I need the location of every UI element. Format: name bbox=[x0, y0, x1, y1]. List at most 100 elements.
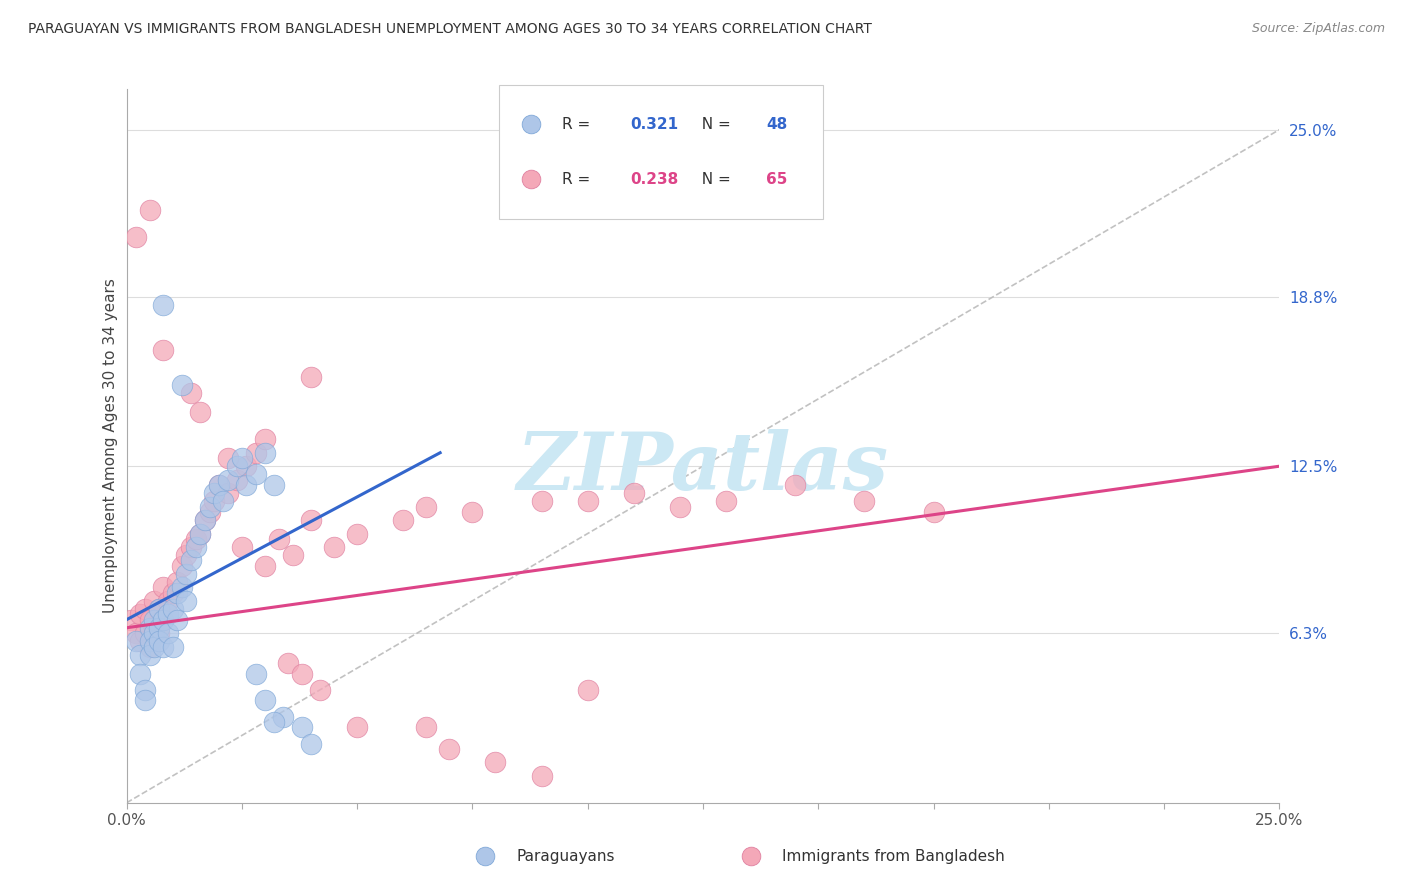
Point bbox=[129, 666, 152, 681]
Point bbox=[202, 494, 225, 508]
Text: Immigrants from Bangladesh: Immigrants from Bangladesh bbox=[783, 849, 1005, 863]
Point bbox=[291, 720, 314, 734]
Point bbox=[148, 602, 170, 616]
Point bbox=[853, 494, 876, 508]
Point bbox=[152, 613, 174, 627]
Point bbox=[176, 594, 198, 608]
Point bbox=[143, 621, 166, 635]
Point bbox=[530, 769, 553, 783]
Point bbox=[138, 634, 160, 648]
Point bbox=[291, 666, 314, 681]
Point bbox=[217, 451, 239, 466]
Point bbox=[176, 566, 198, 581]
Point bbox=[623, 486, 645, 500]
Point bbox=[245, 446, 267, 460]
Point bbox=[152, 640, 174, 654]
Point bbox=[740, 849, 762, 863]
Point bbox=[148, 634, 170, 648]
Point bbox=[162, 640, 184, 654]
Point bbox=[217, 486, 239, 500]
Text: N =: N = bbox=[692, 117, 735, 132]
Point bbox=[253, 693, 276, 707]
Point bbox=[484, 756, 506, 770]
Point bbox=[170, 558, 193, 573]
Point bbox=[253, 446, 276, 460]
Point bbox=[134, 682, 156, 697]
Point bbox=[162, 602, 184, 616]
Point bbox=[129, 648, 152, 662]
Point bbox=[134, 602, 156, 616]
Point bbox=[392, 513, 415, 527]
Point bbox=[188, 405, 211, 419]
Point bbox=[474, 849, 496, 863]
Point bbox=[208, 478, 231, 492]
Point bbox=[208, 478, 231, 492]
Point bbox=[281, 548, 304, 562]
Point bbox=[170, 378, 193, 392]
Point bbox=[157, 626, 180, 640]
Point bbox=[143, 613, 166, 627]
Point bbox=[143, 640, 166, 654]
Point bbox=[188, 526, 211, 541]
Point bbox=[245, 467, 267, 482]
Point bbox=[180, 553, 202, 567]
Point bbox=[184, 540, 207, 554]
Point bbox=[138, 621, 160, 635]
Point bbox=[299, 370, 322, 384]
Point bbox=[273, 709, 295, 723]
Point bbox=[669, 500, 692, 514]
Text: 0.321: 0.321 bbox=[630, 117, 678, 132]
Point bbox=[253, 432, 276, 446]
Point bbox=[231, 540, 253, 554]
Point bbox=[188, 526, 211, 541]
Point bbox=[714, 494, 737, 508]
Point bbox=[184, 532, 207, 546]
Point bbox=[263, 714, 285, 729]
Point bbox=[226, 473, 249, 487]
Point bbox=[212, 494, 235, 508]
Y-axis label: Unemployment Among Ages 30 to 34 years: Unemployment Among Ages 30 to 34 years bbox=[103, 278, 118, 614]
Point bbox=[148, 602, 170, 616]
Point bbox=[170, 580, 193, 594]
Point bbox=[309, 682, 332, 697]
Point bbox=[202, 486, 225, 500]
Point bbox=[162, 586, 184, 600]
Point bbox=[299, 513, 322, 527]
Text: Paraguayans: Paraguayans bbox=[517, 849, 616, 863]
Point bbox=[231, 451, 253, 466]
Point bbox=[253, 558, 276, 573]
Point bbox=[166, 586, 188, 600]
Point bbox=[198, 500, 221, 514]
Point bbox=[439, 742, 461, 756]
Text: N =: N = bbox=[692, 171, 735, 186]
Point bbox=[138, 648, 160, 662]
Point bbox=[143, 594, 166, 608]
Point bbox=[226, 459, 249, 474]
Point bbox=[245, 666, 267, 681]
Point bbox=[157, 594, 180, 608]
Point bbox=[180, 540, 202, 554]
Point bbox=[323, 540, 346, 554]
Text: PARAGUAYAN VS IMMIGRANTS FROM BANGLADESH UNEMPLOYMENT AMONG AGES 30 TO 34 YEARS : PARAGUAYAN VS IMMIGRANTS FROM BANGLADESH… bbox=[28, 22, 872, 37]
Point bbox=[235, 459, 257, 474]
Point bbox=[576, 682, 599, 697]
Point bbox=[120, 613, 142, 627]
Point bbox=[235, 478, 257, 492]
Point bbox=[520, 117, 543, 131]
Point bbox=[217, 473, 239, 487]
Point bbox=[152, 343, 174, 358]
Text: Source: ZipAtlas.com: Source: ZipAtlas.com bbox=[1251, 22, 1385, 36]
Text: 0.238: 0.238 bbox=[630, 171, 678, 186]
Point bbox=[125, 634, 148, 648]
Point bbox=[520, 172, 543, 186]
Point bbox=[166, 574, 188, 589]
Point bbox=[152, 613, 174, 627]
Point bbox=[166, 613, 188, 627]
Point bbox=[157, 607, 180, 622]
Point bbox=[176, 548, 198, 562]
Point bbox=[148, 626, 170, 640]
Text: ZIPatlas: ZIPatlas bbox=[517, 429, 889, 506]
Point bbox=[138, 640, 160, 654]
Text: 65: 65 bbox=[766, 171, 787, 186]
Point bbox=[576, 494, 599, 508]
